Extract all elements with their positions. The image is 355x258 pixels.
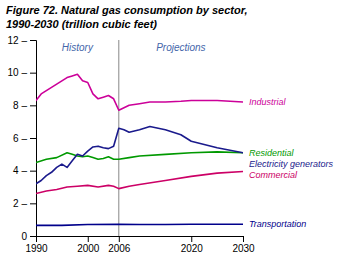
y-tick: 4 – — [13, 165, 36, 176]
series-line — [36, 127, 243, 184]
series-line — [36, 171, 243, 193]
y-tick: 0 — [21, 231, 36, 242]
series-label: Electricity generators — [249, 159, 334, 169]
y-tick: 12 – — [8, 35, 36, 46]
y-axis-line — [30, 41, 37, 237]
x-tick-label: 2006 — [108, 243, 131, 254]
y-tick: 6 – — [13, 133, 36, 144]
x-tick-label: 2020 — [181, 243, 204, 254]
annotation: Projections — [156, 42, 205, 53]
x-tick-mark — [119, 236, 120, 242]
series-label: Residential — [249, 148, 295, 158]
annotation: History — [62, 42, 94, 53]
title: Figure 72. Natural gas consumption by se… — [6, 4, 247, 16]
series-line — [36, 152, 243, 163]
x-tick-mark — [191, 236, 192, 242]
series-label: Commercial — [249, 170, 298, 180]
x-tick: 2030 — [232, 236, 255, 254]
x-axis-line — [37, 237, 244, 243]
chart: Figure 72. Natural gas consumption by se… — [0, 0, 355, 258]
series-line — [36, 224, 243, 225]
x-tick: 2006 — [108, 236, 131, 254]
y-tick-mark — [30, 73, 36, 74]
x-tick-label: 2000 — [77, 243, 100, 254]
subtitle: 1990-2030 (trillion cubic feet) — [6, 18, 157, 30]
x-tick-mark — [88, 236, 89, 242]
y-tick-label: 4 – — [13, 165, 27, 176]
y-tick-mark — [30, 138, 36, 139]
split-line — [118, 40, 119, 236]
y-tick-mark — [30, 203, 36, 204]
y-tick-mark — [30, 105, 36, 106]
series-label: Industrial — [249, 97, 287, 107]
y-tick-mark — [30, 236, 36, 237]
marks — [36, 40, 243, 236]
y-tick-mark — [30, 171, 36, 172]
y-tick-label: 8 – — [13, 100, 27, 111]
x-tick: 2000 — [77, 236, 100, 254]
y-tick-label: 10 – — [8, 67, 28, 78]
x-tick-mark — [243, 236, 244, 242]
y-tick-label: 6 – — [13, 133, 27, 144]
x-axis: 1990 2000 2006 2020 2030 — [25, 236, 255, 254]
y-axis: 0 2 – 4 – 6 – 8 – 10 – 12 – — [8, 35, 37, 242]
x-tick-label: 2030 — [232, 243, 255, 254]
y-tick: 2 – — [13, 198, 36, 209]
y-tick: 10 – — [8, 67, 36, 78]
y-tick-label: 0 — [21, 231, 27, 242]
y-tick-label: 2 – — [13, 198, 27, 209]
plot: 1990 2000 2006 2020 2030 0 2 – 4 – 6 – 8 – 10 – 12 … — [8, 35, 334, 254]
y-tick-mark — [30, 40, 36, 41]
x-tick: 2020 — [181, 236, 204, 254]
series-label: Transportation — [249, 219, 306, 229]
series-line — [36, 74, 243, 110]
y-tick: 8 – — [13, 100, 36, 111]
x-tick-label: 1990 — [25, 243, 48, 254]
y-tick-label: 12 – — [8, 35, 28, 46]
x-tick: 1990 — [25, 236, 48, 254]
